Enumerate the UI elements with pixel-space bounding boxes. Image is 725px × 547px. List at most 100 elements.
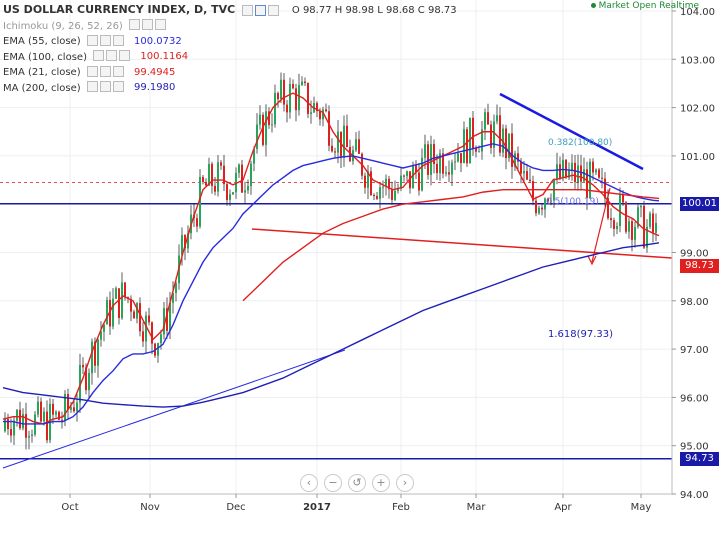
gear-icon[interactable] — [142, 19, 154, 30]
indicator-label: EMA (100, close) — [3, 51, 87, 63]
candle-body — [349, 147, 351, 162]
candle-body — [271, 124, 273, 126]
eye-icon[interactable] — [86, 65, 98, 77]
chart-title: US DOLLAR CURRENCY INDEX, D, TVC — [3, 3, 236, 16]
candle-body — [238, 164, 240, 173]
candle-body — [94, 341, 96, 366]
candle-body — [625, 202, 627, 232]
candle-body — [208, 163, 210, 186]
candle-body — [343, 125, 345, 158]
candle-body — [607, 198, 609, 219]
candle-body — [445, 172, 447, 174]
eye-icon[interactable] — [93, 50, 105, 61]
candle-body — [385, 178, 387, 187]
candle-body — [334, 151, 336, 153]
candle-body — [103, 324, 105, 332]
indicator-buttons[interactable] — [86, 64, 126, 80]
candle-body — [466, 129, 468, 164]
candle-body — [58, 411, 60, 420]
indicator-buttons[interactable] — [86, 80, 126, 96]
chart-navigation[interactable]: ‹ − ↺ + › — [300, 471, 420, 492]
candle-body — [508, 133, 510, 159]
candle-body — [634, 226, 636, 240]
candle-body — [448, 172, 450, 175]
indicator-ema55[interactable]: EMA (55, close) 100.0732 — [3, 33, 457, 49]
candle-body — [229, 194, 231, 201]
indicator-buttons[interactable] — [86, 33, 126, 49]
close-icon[interactable] — [268, 4, 280, 16]
y-tick-label: 98.00 — [680, 297, 709, 308]
candle-body — [646, 226, 648, 248]
candle-body — [172, 292, 174, 303]
candle-body — [235, 172, 237, 193]
reset-icon[interactable]: ↺ — [348, 474, 366, 492]
candle-body — [403, 175, 405, 177]
candle-body — [226, 184, 228, 201]
eye-icon[interactable] — [86, 81, 98, 92]
candle-body — [580, 165, 582, 182]
candle-body — [451, 162, 453, 175]
candle-body — [460, 153, 462, 164]
candle-body — [169, 302, 171, 331]
candle-body — [163, 308, 165, 335]
hide-icon[interactable] — [242, 4, 254, 16]
candle-body — [109, 299, 111, 327]
close-icon[interactable] — [112, 34, 124, 46]
candle-body — [97, 339, 99, 366]
price-label-94-73: 94.73 — [680, 451, 719, 466]
y-tick-label: 103.00 — [680, 55, 715, 66]
candle-body — [487, 112, 489, 125]
candle-body — [544, 198, 546, 210]
candle-body — [280, 79, 282, 100]
candle-body — [418, 172, 420, 191]
chart-legend: US DOLLAR CURRENCY INDEX, D, TVC O 98.77… — [3, 2, 457, 95]
settings-icon[interactable] — [255, 4, 267, 16]
candle-body — [499, 115, 501, 153]
y-tick-label: 95.00 — [680, 442, 709, 453]
candle-body — [427, 144, 429, 175]
gear-icon[interactable] — [99, 65, 111, 77]
candle-body — [184, 235, 186, 249]
candle-body — [529, 179, 531, 182]
indicator-ema100[interactable]: EMA (100, close) 100.1164 — [3, 49, 457, 65]
candle-body — [70, 407, 72, 410]
close-icon[interactable] — [112, 81, 124, 92]
close-icon[interactable] — [112, 65, 124, 77]
indicator-label: EMA (21, close) — [3, 66, 81, 78]
candle-body — [640, 205, 642, 208]
candle-body — [247, 186, 249, 191]
candle-body — [124, 282, 126, 298]
candle-body — [472, 117, 474, 149]
gear-icon[interactable] — [99, 34, 111, 46]
x-tick-label: 2017 — [303, 502, 331, 513]
candle-body — [631, 221, 633, 240]
candle-body — [106, 299, 108, 325]
indicator-ema21[interactable]: EMA (21, close) 99.4945 — [3, 64, 457, 80]
indicator-ichimoku[interactable]: Ichimoku (9, 26, 52, 26) — [3, 18, 457, 34]
candle-body — [319, 111, 321, 120]
x-tick-label: Dec — [226, 502, 245, 513]
indicator-buttons[interactable] — [93, 49, 132, 65]
eye-icon[interactable] — [86, 34, 98, 46]
close-icon[interactable] — [119, 50, 131, 61]
gear-icon[interactable] — [106, 50, 118, 61]
resistance-trend-line — [499, 92, 644, 171]
close-icon[interactable] — [155, 19, 167, 30]
indicator-ma200[interactable]: MA (200, close) 99.1980 — [3, 80, 457, 96]
candle-body — [526, 171, 528, 180]
zoom-in-icon[interactable]: + — [372, 474, 390, 492]
title-buttons[interactable] — [242, 2, 281, 18]
candle-body — [181, 235, 183, 256]
scroll-left-icon[interactable]: ‹ — [300, 474, 318, 492]
candle-body — [64, 394, 66, 421]
candle-body — [604, 178, 606, 199]
indicator-buttons[interactable] — [129, 18, 168, 34]
candle-body — [274, 93, 276, 125]
candle-body — [256, 124, 258, 149]
eye-icon[interactable] — [129, 19, 141, 30]
gear-icon[interactable] — [99, 81, 111, 92]
zoom-out-icon[interactable]: − — [324, 474, 342, 492]
scroll-right-icon[interactable]: › — [396, 474, 414, 492]
